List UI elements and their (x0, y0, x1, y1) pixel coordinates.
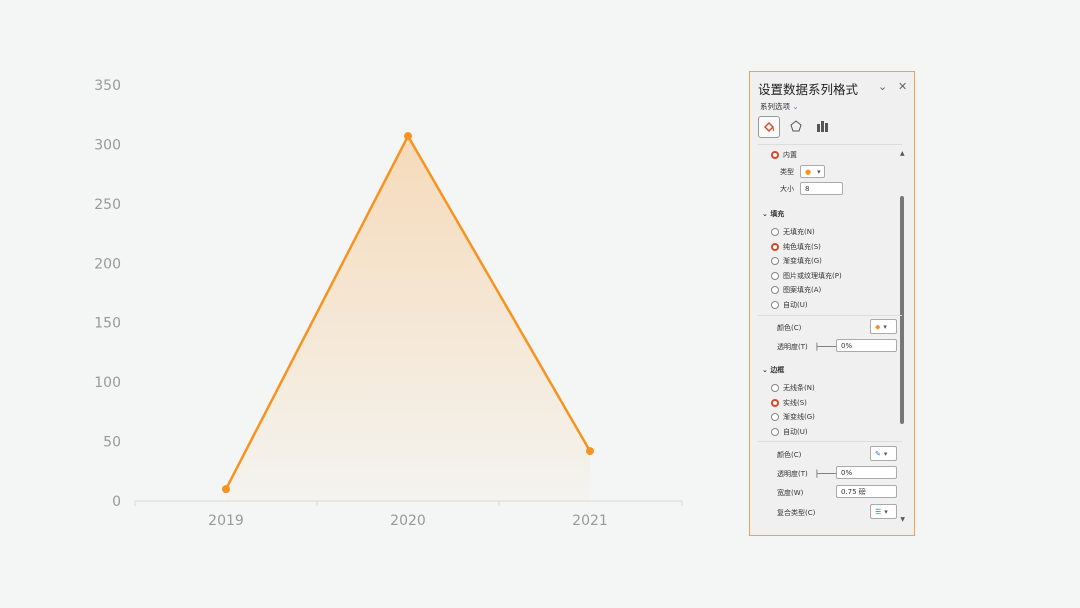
data-point[interactable] (586, 447, 594, 456)
fill-transparency-label: 透明度(T) ├──── (777, 343, 836, 351)
radio-icon (771, 301, 779, 309)
radio-label: 渐变填充(G) (783, 257, 822, 266)
series-options-dropdown[interactable]: 系列选项 ⌄ (760, 101, 799, 112)
radio-label: 自动(U) (783, 427, 808, 436)
y-tick-label: 0 (112, 494, 121, 510)
y-tick-label: 350 (94, 78, 121, 94)
y-tick-label: 300 (94, 137, 121, 153)
x-tick-label: 2021 (572, 513, 608, 529)
scroll-down-icon[interactable]: ▼ (900, 516, 905, 523)
scrollbar[interactable]: ▲ (900, 150, 905, 513)
y-tick-label: 50 (103, 435, 121, 451)
fillopts-option[interactable]: 图案填充(A) (771, 285, 821, 295)
fill-color-button[interactable]: ◆ ▾ (870, 319, 897, 334)
scroll-up-icon[interactable]: ▲ (900, 150, 905, 157)
label: 透明度(T) (777, 470, 808, 478)
radio-label: 无填充(N) (783, 228, 815, 236)
fill-section-header[interactable]: ⌄ 填充 (762, 210, 785, 218)
fill-color-label: 颜色(C) (777, 324, 802, 332)
border-section-header[interactable]: ⌄ 边框 (762, 366, 785, 374)
x-tick-label: 2019 (208, 513, 244, 529)
paint-bucket-icon: ◆ (875, 322, 881, 331)
radio-label: 内置 (783, 151, 797, 159)
border-transparency-label: 透明度(T) ├──── (777, 470, 836, 478)
border-transparency-input[interactable]: 0% (836, 466, 897, 479)
marker-size-input[interactable]: 8 (800, 182, 843, 195)
fillopts-option[interactable]: 自动(U) (771, 300, 808, 310)
compound-type-label: 复合类型(C) (777, 509, 816, 517)
tab-effects[interactable] (786, 116, 806, 136)
y-tick-label: 100 (94, 375, 121, 391)
format-data-series-pane: 设置数据系列格式 ⌄ ✕ 系列选项 ⌄ ▲ ▼ 内置 类型 ● ▾ 大小 8 ⌄ … (749, 71, 915, 536)
radio-icon (771, 427, 779, 436)
fill-transparency-input[interactable]: 0% (836, 339, 897, 352)
paint-bucket-icon (764, 122, 774, 132)
borderopts-option[interactable]: 实线(S) (771, 398, 807, 408)
scrollbar-thumb[interactable] (900, 196, 904, 424)
radio-label: 实线(S) (783, 398, 807, 407)
label: 透明度(T) (777, 343, 808, 351)
marker-size-label: 大小 (780, 185, 794, 193)
close-icon[interactable]: ✕ (898, 80, 908, 93)
chevron-down-icon: ⌄ (792, 102, 799, 111)
fillopts-option[interactable]: 渐变填充(G) (771, 256, 822, 266)
radio-label: 图片或纹理填充(P) (783, 271, 842, 280)
pane-title: 设置数据系列格式 (758, 82, 859, 97)
data-point[interactable] (404, 132, 412, 141)
radio-icon (771, 242, 779, 251)
marker-type-select[interactable]: ● ▾ (800, 165, 825, 178)
tab-series-options[interactable] (812, 116, 832, 136)
radio-icon (771, 271, 779, 280)
area-fill (226, 136, 590, 501)
border-heading: 边框 (770, 366, 785, 374)
marker-type-value: ● (805, 167, 812, 176)
fillopts-option[interactable]: 图片或纹理填充(P) (771, 271, 842, 281)
compound-type-select[interactable]: ☰ ▾ (870, 504, 897, 519)
bar-chart-icon (817, 121, 828, 132)
pen-icon: ✎ (875, 449, 881, 458)
border-width-label: 宽度(W) (777, 489, 804, 497)
y-tick-label: 150 (94, 316, 121, 332)
data-point[interactable] (222, 485, 230, 494)
x-tick-label: 2020 (390, 513, 426, 529)
compound-lines-icon: ☰ (875, 507, 882, 516)
y-tick-label: 250 (94, 197, 121, 213)
area-chart: 0 50 100 150 200 250 300 350 2019 2020 2021 (94, 78, 683, 529)
radio-icon (771, 384, 779, 392)
radio-icon (771, 286, 779, 295)
y-tick-label: 200 (94, 256, 121, 272)
border-color-button[interactable]: ✎ ▾ (870, 446, 897, 461)
radio-icon (771, 257, 779, 266)
radio-label: 无线条(N) (783, 384, 815, 392)
radio-icon (771, 151, 779, 159)
border-color-label: 颜色(C) (777, 451, 802, 459)
fillopts-option[interactable]: 无填充(N) (771, 227, 815, 237)
radio-label: 自动(U) (783, 301, 808, 309)
fillopts-option[interactable]: 纯色填充(S) (771, 242, 821, 252)
tab-fill-line[interactable] (758, 116, 780, 138)
marker-builtin-radio[interactable]: 内置 (771, 150, 797, 160)
chevron-down-icon[interactable]: ⌄ (878, 80, 888, 93)
radio-label: 渐变线(G) (783, 413, 815, 422)
borderopts-option[interactable]: 无线条(N) (771, 383, 815, 393)
pentagon-icon (790, 120, 802, 132)
radio-label: 纯色填充(S) (783, 242, 821, 251)
marker-type-label: 类型 (780, 168, 794, 176)
radio-icon (771, 413, 779, 422)
radio-icon (771, 228, 779, 236)
radio-icon (771, 398, 779, 407)
borderopts-option[interactable]: 渐变线(G) (771, 412, 815, 422)
border-width-input[interactable]: 0.75 磅 (836, 485, 897, 498)
fill-heading: 填充 (770, 210, 785, 218)
borderopts-option[interactable]: 自动(U) (771, 427, 808, 437)
radio-label: 图案填充(A) (783, 286, 822, 295)
series-options-label: 系列选项 (760, 102, 790, 111)
